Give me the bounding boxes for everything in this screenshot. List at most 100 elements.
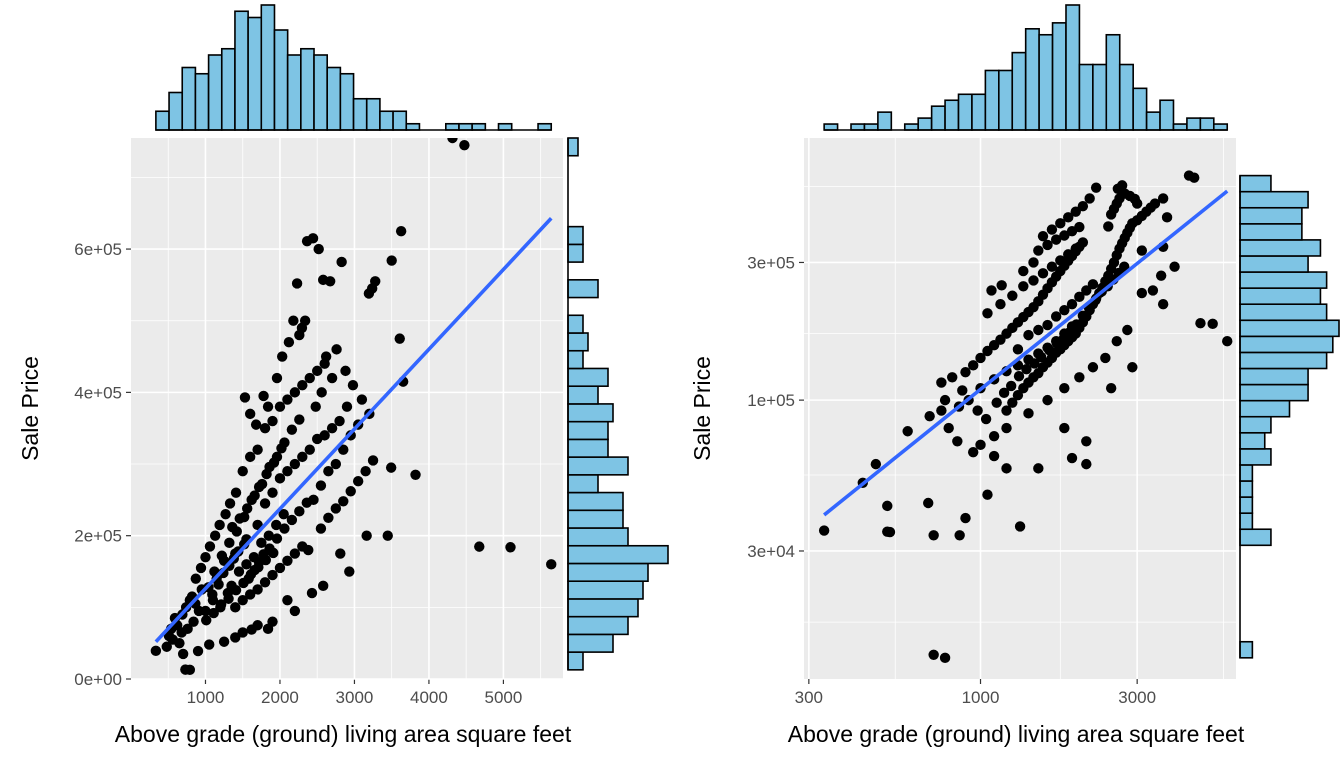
data-point [1042,239,1053,251]
top-histogram-bar [1118,63,1134,131]
data-point [1081,458,1092,470]
data-point [939,394,951,406]
data-point [975,352,986,364]
top-histogram-bar [497,122,513,131]
data-point [936,377,947,388]
data-point [336,256,347,268]
top-histogram-bar [998,69,1014,131]
right-histogram-bar [567,580,644,600]
data-point [902,426,913,437]
data-point [1001,422,1012,434]
data-point [1111,336,1122,347]
data-point [1021,363,1032,375]
top-histogram-bar [1172,123,1188,131]
top-histogram-bar [1186,117,1202,131]
right-histogram-bar [567,403,614,423]
data-point [262,401,274,412]
top-histogram-bar [168,91,184,131]
data-point [246,494,257,506]
data-point [231,526,242,537]
data-point [870,458,882,470]
data-point [1077,237,1089,248]
data-point [277,351,288,362]
data-point [1116,180,1128,191]
data-point [1028,275,1039,286]
right-histogram-bar [1239,223,1303,241]
data-point [214,519,225,531]
data-point [192,645,204,657]
plot-panel [804,138,1236,679]
y-tick-label: 2e+05 [74,527,122,546]
top-histogram-bar [957,93,973,131]
data-point [263,530,274,541]
data-point [347,380,359,391]
data-point [268,547,279,559]
right-histogram-bar [567,509,624,529]
data-point [262,623,274,635]
top-histogram-bar [1051,22,1067,131]
data-point [200,551,211,563]
data-point [1105,382,1117,394]
right-histogram-bar [1239,464,1254,482]
data-point [982,489,993,500]
top-histogram-bar [1011,51,1027,131]
top-histogram-bar [1145,111,1161,131]
data-point [345,486,356,497]
data-point [245,569,257,580]
data-point [230,487,242,498]
right-histogram-bar [1239,335,1334,354]
data-point [250,419,262,430]
data-point [1064,326,1075,338]
data-point [319,430,330,441]
data-point [1070,243,1081,254]
data-point [274,562,286,574]
top-histogram-bar [877,111,893,131]
right-histogram-bar [1239,303,1328,322]
data-point [1131,198,1143,209]
data-point [386,255,397,266]
data-point [233,566,245,577]
data-point [230,584,242,596]
data-point [283,337,295,348]
right-histogram-bar [567,562,649,582]
right-histogram-bar [567,615,629,636]
data-point [1013,371,1025,382]
data-point [161,641,172,652]
data-point [253,481,265,493]
data-point [1127,362,1138,373]
data-point [1077,201,1089,212]
data-point [271,533,283,544]
right-histogram-bar [567,438,609,458]
top-histogram-bar [300,47,315,131]
data-point [459,139,470,151]
data-point [361,530,372,541]
right-histogram-bar [567,137,579,157]
y-axis-title: Sale Price [17,356,43,461]
right-histogram-bar [1239,239,1322,257]
data-point [1055,255,1066,266]
data-point [237,465,248,477]
right-histogram-bar [1239,480,1254,498]
data-point [334,415,345,427]
data-point [289,605,301,617]
data-point [1090,182,1102,193]
data-point [1033,245,1044,256]
data-point [382,530,393,541]
data-point [474,541,485,552]
data-point [988,430,1000,442]
data-point [289,548,301,559]
data-point [338,496,349,507]
data-point [1087,362,1099,373]
top-histogram-bar [326,66,342,131]
y-tick-label: 6e+05 [74,240,122,259]
x-tick-label: 1000 [962,688,1000,707]
right-histogram-bar [567,651,584,671]
data-point [246,624,257,635]
data-point [1222,336,1233,347]
data-point [1100,352,1111,364]
data-point [1070,206,1081,217]
data-point [316,387,327,398]
data-point [1189,172,1200,183]
right-histogram-bar [1239,206,1303,225]
data-point [241,503,253,514]
